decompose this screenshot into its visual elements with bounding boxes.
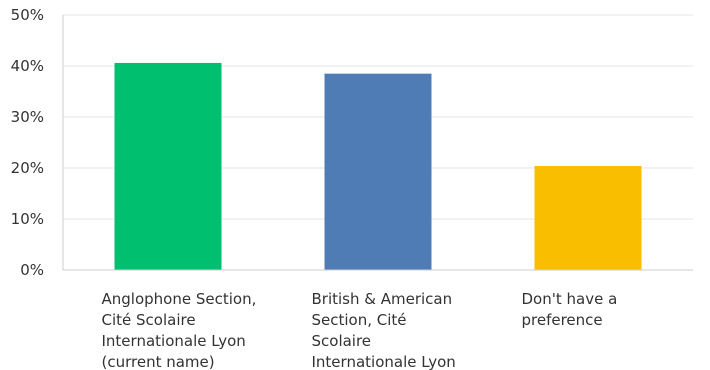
y-tick-label: 10% (11, 210, 44, 228)
category-label-line: preference (522, 311, 603, 329)
bars (114, 62, 642, 271)
category-label-line: Cité Scolaire (102, 311, 196, 329)
category-labels: Anglophone Section, Cité Scolaire Internat… (102, 290, 618, 370)
y-tick-label: 20% (11, 159, 44, 177)
category-label-line: Anglophone Section, (102, 290, 257, 308)
category-label-line: (current name) (102, 353, 215, 370)
y-axis-ticks: 0% 10% 20% 30% 40% 50% (11, 6, 44, 279)
category-label-line: Section, Cité (312, 311, 407, 329)
category-label-line: Scolaire (312, 332, 372, 350)
category-label: Don't have a preference (522, 290, 618, 329)
y-tick-label: 0% (20, 261, 44, 279)
category-label: British & American Section, Cité Scolaire I… (312, 290, 456, 370)
category-label-line: British & American (312, 290, 453, 308)
category-label-line: Don't have a (522, 290, 618, 308)
category-label-line: Internationale Lyon (102, 332, 246, 350)
y-tick-label: 40% (11, 57, 44, 75)
category-label: Anglophone Section, Cité Scolaire Internat… (102, 290, 257, 370)
axes (62, 15, 693, 271)
bar (114, 62, 222, 270)
bar (534, 165, 642, 270)
category-label-line: Internationale Lyon (312, 353, 456, 370)
bar (324, 73, 432, 271)
y-tick-label: 50% (11, 6, 44, 24)
y-tick-label: 30% (11, 108, 44, 126)
